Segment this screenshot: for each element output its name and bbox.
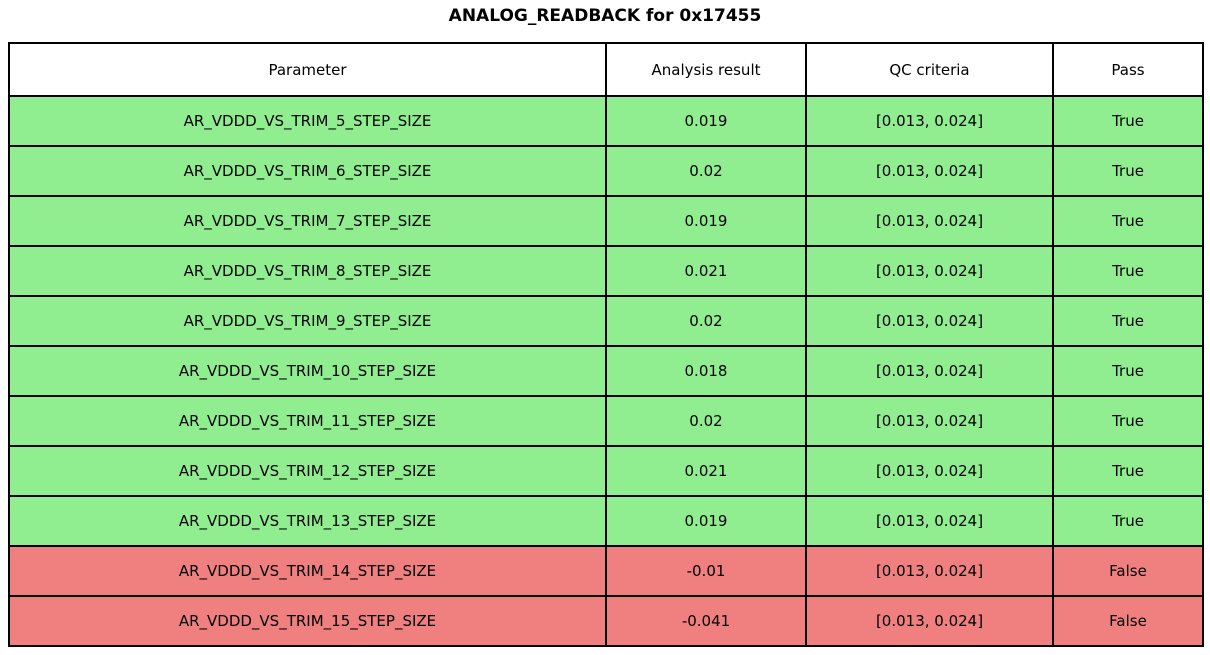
- table-row: AR_VDDD_VS_TRIM_11_STEP_SIZE 0.02 [0.013…: [8, 395, 1204, 447]
- qc-results-table: Parameter Analysis result QC criteria Pa…: [8, 42, 1204, 647]
- pass-cell: True: [1052, 195, 1204, 247]
- column-header-qc-criteria: QC criteria: [805, 42, 1054, 97]
- qc-criteria-cell: [0.013, 0.024]: [805, 145, 1054, 197]
- table-row: AR_VDDD_VS_TRIM_14_STEP_SIZE -0.01 [0.01…: [8, 545, 1204, 597]
- qc-criteria-cell: [0.013, 0.024]: [805, 345, 1054, 397]
- pass-cell: True: [1052, 395, 1204, 447]
- table-row: AR_VDDD_VS_TRIM_12_STEP_SIZE 0.021 [0.01…: [8, 445, 1204, 497]
- qc-criteria-cell: [0.013, 0.024]: [805, 595, 1054, 647]
- parameter-cell: AR_VDDD_VS_TRIM_9_STEP_SIZE: [8, 295, 607, 347]
- pass-cell: False: [1052, 595, 1204, 647]
- parameter-cell: AR_VDDD_VS_TRIM_7_STEP_SIZE: [8, 195, 607, 247]
- table-row: AR_VDDD_VS_TRIM_5_STEP_SIZE 0.019 [0.013…: [8, 95, 1204, 147]
- analysis-result-cell: 0.02: [605, 395, 807, 447]
- table-row: AR_VDDD_VS_TRIM_7_STEP_SIZE 0.019 [0.013…: [8, 195, 1204, 247]
- parameter-cell: AR_VDDD_VS_TRIM_8_STEP_SIZE: [8, 245, 607, 297]
- pass-cell: True: [1052, 95, 1204, 147]
- pass-cell: True: [1052, 345, 1204, 397]
- pass-cell: False: [1052, 545, 1204, 597]
- table-row: AR_VDDD_VS_TRIM_10_STEP_SIZE 0.018 [0.01…: [8, 345, 1204, 397]
- analysis-result-cell: 0.019: [605, 495, 807, 547]
- analysis-result-cell: -0.01: [605, 545, 807, 597]
- analysis-result-cell: -0.041: [605, 595, 807, 647]
- table-row: AR_VDDD_VS_TRIM_9_STEP_SIZE 0.02 [0.013,…: [8, 295, 1204, 347]
- table-row: AR_VDDD_VS_TRIM_15_STEP_SIZE -0.041 [0.0…: [8, 595, 1204, 647]
- analysis-result-cell: 0.019: [605, 95, 807, 147]
- column-header-parameter: Parameter: [8, 42, 607, 97]
- pass-cell: True: [1052, 245, 1204, 297]
- analysis-result-cell: 0.019: [605, 195, 807, 247]
- qc-criteria-cell: [0.013, 0.024]: [805, 295, 1054, 347]
- analysis-result-cell: 0.018: [605, 345, 807, 397]
- parameter-cell: AR_VDDD_VS_TRIM_5_STEP_SIZE: [8, 95, 607, 147]
- table-row: AR_VDDD_VS_TRIM_6_STEP_SIZE 0.02 [0.013,…: [8, 145, 1204, 197]
- column-header-pass: Pass: [1052, 42, 1204, 97]
- qc-criteria-cell: [0.013, 0.024]: [805, 395, 1054, 447]
- parameter-cell: AR_VDDD_VS_TRIM_14_STEP_SIZE: [8, 545, 607, 597]
- table-header-row: Parameter Analysis result QC criteria Pa…: [8, 42, 1204, 97]
- parameter-cell: AR_VDDD_VS_TRIM_12_STEP_SIZE: [8, 445, 607, 497]
- qc-criteria-cell: [0.013, 0.024]: [805, 195, 1054, 247]
- table-row: AR_VDDD_VS_TRIM_13_STEP_SIZE 0.019 [0.01…: [8, 495, 1204, 547]
- pass-cell: True: [1052, 495, 1204, 547]
- analysis-result-cell: 0.02: [605, 145, 807, 197]
- qc-criteria-cell: [0.013, 0.024]: [805, 545, 1054, 597]
- analysis-result-cell: 0.021: [605, 445, 807, 497]
- pass-cell: True: [1052, 445, 1204, 497]
- parameter-cell: AR_VDDD_VS_TRIM_10_STEP_SIZE: [8, 345, 607, 397]
- parameter-cell: AR_VDDD_VS_TRIM_15_STEP_SIZE: [8, 595, 607, 647]
- parameter-cell: AR_VDDD_VS_TRIM_6_STEP_SIZE: [8, 145, 607, 197]
- qc-criteria-cell: [0.013, 0.024]: [805, 445, 1054, 497]
- parameter-cell: AR_VDDD_VS_TRIM_13_STEP_SIZE: [8, 495, 607, 547]
- analysis-result-cell: 0.021: [605, 245, 807, 297]
- parameter-cell: AR_VDDD_VS_TRIM_11_STEP_SIZE: [8, 395, 607, 447]
- qc-criteria-cell: [0.013, 0.024]: [805, 95, 1054, 147]
- pass-cell: True: [1052, 295, 1204, 347]
- figure-title: ANALOG_READBACK for 0x17455: [448, 6, 762, 26]
- qc-criteria-cell: [0.013, 0.024]: [805, 495, 1054, 547]
- pass-cell: True: [1052, 145, 1204, 197]
- analysis-result-cell: 0.02: [605, 295, 807, 347]
- table-row: AR_VDDD_VS_TRIM_8_STEP_SIZE 0.021 [0.013…: [8, 245, 1204, 297]
- column-header-analysis-result: Analysis result: [605, 42, 807, 97]
- qc-criteria-cell: [0.013, 0.024]: [805, 245, 1054, 297]
